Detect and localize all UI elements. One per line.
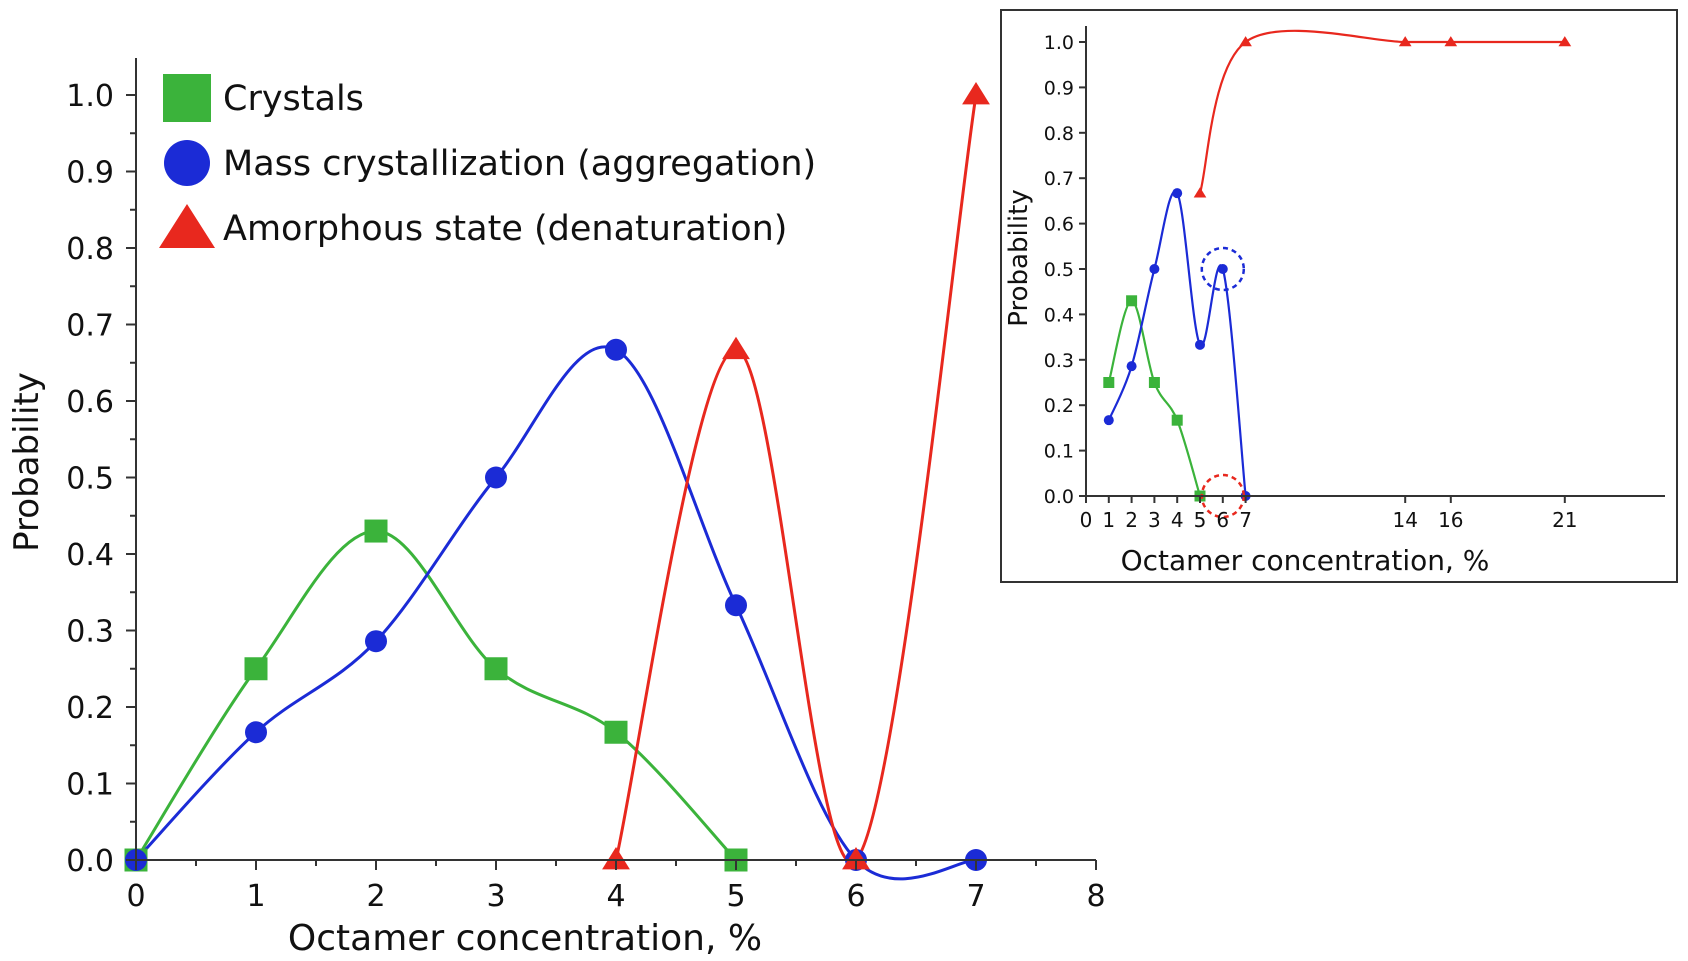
amorphous-state-denaturation-point (842, 847, 870, 870)
main-x-tick-label: 0 (126, 879, 145, 914)
inset-x-axis-label: Octamer concentration, % (1121, 544, 1490, 577)
main-y-tick-label: 0.2 (66, 691, 114, 726)
mass-crystallization-aggregation-point (365, 630, 387, 653)
mass-crystallization-aggregation-point (605, 338, 627, 361)
crystals-curve (134, 529, 738, 862)
inset-plot: 0 1 2 3 4 5 6 7 14 16 21 0.0 0.1 0.2 0.3 0.4 0.5 0.6 0.7 0.… (1000, 9, 1678, 583)
amorphous-state-denaturation-point (602, 847, 630, 870)
main-y-tick-label: 0.8 (66, 232, 114, 267)
legend-label: Mass crystallization (aggregation) (223, 144, 816, 184)
crystals-point (364, 519, 388, 543)
crystals-point (244, 657, 268, 681)
inset-amorphous-state-denaturation-point (1239, 36, 1252, 47)
main-axes: 0 1 2 3 4 5 6 7 8 0.0 0.1 0.2 0.3 0.4 0.5 0.6 0.7 0.8 0.9 1… (66, 58, 1106, 914)
inset-crystals-point (1126, 295, 1138, 307)
inset-crystals-point (1103, 377, 1115, 388)
main-x-tick-label: 4 (606, 879, 625, 914)
inset-amorphous-state-denaturation-point (1444, 36, 1458, 47)
inset-mass-crystallization-aggregation-point (1195, 339, 1205, 350)
inset-x-tick-label: 14 (1392, 508, 1417, 532)
legend-square-icon (163, 74, 211, 122)
amorphous-state-denaturation-point (722, 336, 750, 360)
inset-crystals-point (1148, 377, 1160, 388)
inset-mass-crystallization-aggregation-point (1103, 415, 1114, 426)
inset-y-tick-label: 0.1 (1044, 441, 1074, 463)
main-y-tick-label: 0.6 (66, 385, 114, 420)
inset-x-tick-label: 7 (1239, 508, 1252, 532)
inset-mass-crystallization-aggregation-curve (1107, 190, 1247, 497)
inset-mass-crystallization-aggregation-point (1149, 264, 1160, 274)
main-plot: 0 1 2 3 4 5 6 7 8 0.0 0.1 0.2 0.3 0.4 0.5 0.6 0.7 0.8 0.9 1… (7, 58, 1106, 959)
inset-amorphous-state-denaturation-point (1193, 187, 1207, 198)
inset-y-tick-label: 0.4 (1044, 304, 1074, 326)
main-x-tick-label: 2 (366, 879, 385, 914)
main-x-tick-label: 3 (486, 879, 505, 914)
inset-dashed-circle-annotation (1200, 246, 1246, 292)
main-y-tick-label: 0.0 (66, 844, 114, 879)
mass-crystallization-aggregation-point (485, 466, 507, 489)
inset-y-tick-label: 0.6 (1044, 214, 1074, 236)
inset-x-tick-label: 3 (1148, 508, 1161, 532)
inset-x-tick-label: 16 (1438, 508, 1463, 532)
crystals-point (484, 657, 508, 681)
main-y-axis-label: Probability (7, 372, 47, 552)
main-y-tick-label: 0.3 (66, 615, 114, 650)
inset-mass-crystallization-aggregation-point (1172, 188, 1183, 199)
inset-x-tick-label: 1 (1102, 508, 1115, 532)
inset-y-tick-label: 0.3 (1044, 350, 1074, 372)
inset-x-tick-label: 4 (1171, 508, 1184, 532)
main-x-tick-label: 1 (246, 879, 265, 914)
inset-mass-crystallization-aggregation-point (1217, 264, 1228, 274)
main-x-tick-label: 5 (726, 879, 745, 914)
inset-frame (1000, 9, 1678, 583)
inset-axes: 0 1 2 3 4 5 6 7 14 16 21 0.0 0.1 0.2 0.3 0.4 0.5 0.6 0.7 0.… (1044, 26, 1665, 532)
inset-crystals-point (1171, 414, 1183, 426)
inset-amorphous-state-denaturation-point (1398, 36, 1412, 47)
main-y-tick-label: 0.7 (66, 309, 114, 344)
inset-x-tick-label: 0 (1080, 508, 1093, 532)
inset-amorphous-state-denaturation-point (1558, 36, 1572, 47)
main-x-tick-label: 6 (846, 879, 865, 914)
inset-mass-crystallization-aggregation-point (1126, 361, 1137, 372)
inset-x-tick-label: 21 (1552, 508, 1577, 532)
inset-y-tick-label: 0.7 (1044, 168, 1074, 190)
main-markers (124, 82, 990, 872)
inset-x-tick-label: 5 (1194, 508, 1207, 532)
main-curves (134, 94, 978, 881)
legend-triangle-icon (159, 204, 215, 248)
main-y-tick-label: 0.5 (66, 462, 114, 497)
inset-y-tick-label: 0.2 (1044, 395, 1074, 417)
main-x-axis-label: Octamer concentration, % (288, 918, 762, 959)
mass-crystallization-aggregation-point (725, 594, 747, 617)
inset-y-tick-label: 0.9 (1044, 77, 1074, 99)
inset-y-tick-label: 0.8 (1044, 123, 1074, 145)
inset-y-tick-label: 0.5 (1044, 259, 1074, 281)
legend-circle-icon (164, 140, 210, 186)
crystals-point (604, 720, 628, 744)
main-y-tick-label: 0.1 (66, 768, 114, 803)
legend-item-crystals: Crystals (163, 74, 364, 122)
inset-amorphous-state-denaturation-curve (1198, 29, 1565, 194)
amorphous-state-denaturation-curve (614, 94, 978, 864)
mass-crystallization-aggregation-point (245, 721, 267, 744)
inset-x-tick-label: 6 (1216, 508, 1229, 532)
main-x-tick-label: 8 (1086, 879, 1105, 914)
legend-label: Amorphous state (denaturation) (223, 209, 787, 249)
main-y-tick-label: 1.0 (66, 79, 114, 114)
legend-item-mass-crystallization-aggregation: Mass crystallization (aggregation) (164, 140, 816, 186)
inset-y-tick-label: 1.0 (1044, 32, 1074, 54)
legend-item-amorphous-state-denaturation: Amorphous state (denaturation) (159, 204, 787, 249)
main-x-tick-label: 7 (966, 879, 985, 914)
legend-label: Crystals (223, 79, 364, 119)
main-y-tick-label: 0.4 (66, 538, 114, 573)
inset-x-tick-label: 2 (1125, 508, 1138, 532)
inset-y-axis-label: Probability (1004, 189, 1034, 326)
legend: Crystals Mass crystallization (aggregatio… (159, 74, 816, 249)
amorphous-state-denaturation-point (962, 82, 990, 105)
inset-y-tick-label: 0.0 (1044, 486, 1074, 508)
mass-crystallization-aggregation-curve (134, 345, 977, 881)
main-y-tick-label: 0.9 (66, 156, 114, 191)
